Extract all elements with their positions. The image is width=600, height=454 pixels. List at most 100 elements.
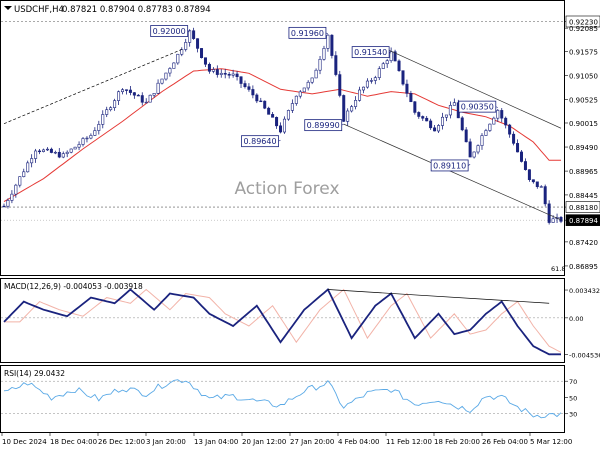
candle-body: [306, 81, 310, 89]
candle-body: [409, 93, 413, 103]
candle-body: [397, 60, 401, 71]
candle-body: [188, 30, 192, 43]
candle-body: [417, 112, 421, 117]
time-tick-label: 18 Dec 04:00: [50, 438, 97, 446]
candle-body: [18, 176, 22, 186]
macd-line: [3, 288, 561, 356]
rsi-line: [3, 379, 562, 419]
candle-body: [203, 57, 207, 65]
candle-body: [460, 117, 464, 131]
time-tick-label: 26 Dec 12:00: [98, 438, 145, 446]
candle-body: [342, 95, 346, 122]
price-tick-label: 0.91050: [569, 73, 598, 81]
candle-body: [361, 86, 365, 91]
candle-body: [121, 89, 125, 93]
candle-body: [235, 73, 239, 77]
candle-body: [207, 63, 211, 72]
candle-body: [413, 101, 417, 113]
candle-body: [448, 105, 452, 116]
annotation-box: [458, 100, 497, 113]
candle-body: [26, 162, 30, 173]
time-tick-label: 11 Feb 12:00: [386, 438, 432, 446]
candle-body: [81, 138, 85, 145]
candle-body: [65, 151, 69, 154]
candle-body: [543, 186, 547, 205]
price-tick-label: 0.90015: [569, 120, 598, 128]
candle-body: [433, 127, 437, 132]
candle-body: [109, 107, 113, 111]
time-tick-label: 5 Mar 12:00: [530, 438, 572, 446]
candle-body: [45, 148, 49, 151]
candle-body: [85, 137, 89, 140]
candle-body: [156, 82, 160, 94]
candle-body: [452, 102, 456, 106]
price-tick-label: 0.88965: [569, 168, 598, 176]
annotation-box: [288, 26, 327, 39]
rsi-title: RSI(14) 29.0432: [4, 369, 65, 378]
candle-body: [211, 69, 215, 72]
candle-body: [61, 153, 65, 158]
price-annotations: 0.92000 0.91960 0.91540 0.90350 0.89640 0.899…: [150, 25, 498, 172]
candle-body: [405, 83, 409, 94]
candle-body: [132, 92, 136, 96]
candle-body: [93, 130, 97, 136]
candles: [2, 27, 563, 225]
annotation-label: 0.92000: [153, 27, 186, 36]
candle-body: [326, 34, 330, 49]
time-tick-label: 18 Feb 20:00: [434, 438, 480, 446]
candle-body: [354, 100, 358, 107]
candle-body: [196, 38, 200, 49]
trendlines: [3, 49, 562, 221]
candle-body: [57, 151, 61, 158]
candle-body: [334, 55, 338, 75]
candle-body: [500, 110, 504, 119]
candle-body: [389, 51, 393, 61]
candle-body: [223, 72, 227, 75]
macd-tick-label: 0.003432: [569, 287, 600, 295]
annotation-box: [430, 159, 469, 172]
rsi-panel: [0, 365, 565, 433]
candle-body: [148, 94, 152, 103]
price-tick-label: 0.87420: [569, 239, 598, 247]
candle-body: [105, 109, 109, 115]
price-tick-label: 0.87894: [569, 217, 598, 225]
header: USDCHF,H4 0.87821 0.87904 0.87783 0.8789…: [4, 5, 211, 15]
candle-body: [140, 95, 144, 103]
candle-body: [53, 151, 57, 154]
candle-body: [401, 70, 405, 85]
candle-body: [286, 110, 290, 120]
price-tick-label: 0.88180: [569, 204, 598, 212]
macd-tick-label: -0.004536: [569, 352, 600, 360]
candle-body: [476, 145, 480, 153]
annotation-label: 0.91540: [354, 48, 387, 57]
time-tick-label: 13 Jan 04:00: [194, 438, 238, 446]
candle-body: [437, 125, 441, 132]
candle-body: [488, 123, 492, 131]
candle-body: [425, 117, 429, 122]
price-tick-label: 0.90525: [569, 97, 598, 105]
candle-body: [164, 72, 168, 80]
candle-body: [519, 151, 523, 162]
candle-body: [275, 117, 279, 127]
candle-body: [385, 60, 389, 65]
candle-body: [369, 80, 373, 82]
annotation-box: [304, 119, 343, 132]
candle-body: [429, 120, 433, 129]
fib-label: 61.8: [551, 265, 565, 273]
candle-body: [192, 30, 196, 39]
candle-body: [472, 151, 476, 158]
candle-body: [535, 181, 539, 188]
candle-body: [247, 86, 251, 90]
annotation-box: [351, 46, 390, 59]
candle-body: [350, 106, 354, 112]
candle-body: [440, 116, 444, 126]
candle-body: [377, 68, 381, 78]
candle-body: [172, 62, 176, 69]
watermark: Action Forex: [234, 179, 339, 199]
candle-body: [358, 89, 362, 101]
time-tick-label: 26 Feb 04:00: [482, 438, 528, 446]
time-tick-label: 4 Feb 04:00: [338, 438, 379, 446]
macd-title: MACD(12,26,9) -0.004053 -0.003918: [4, 282, 143, 291]
